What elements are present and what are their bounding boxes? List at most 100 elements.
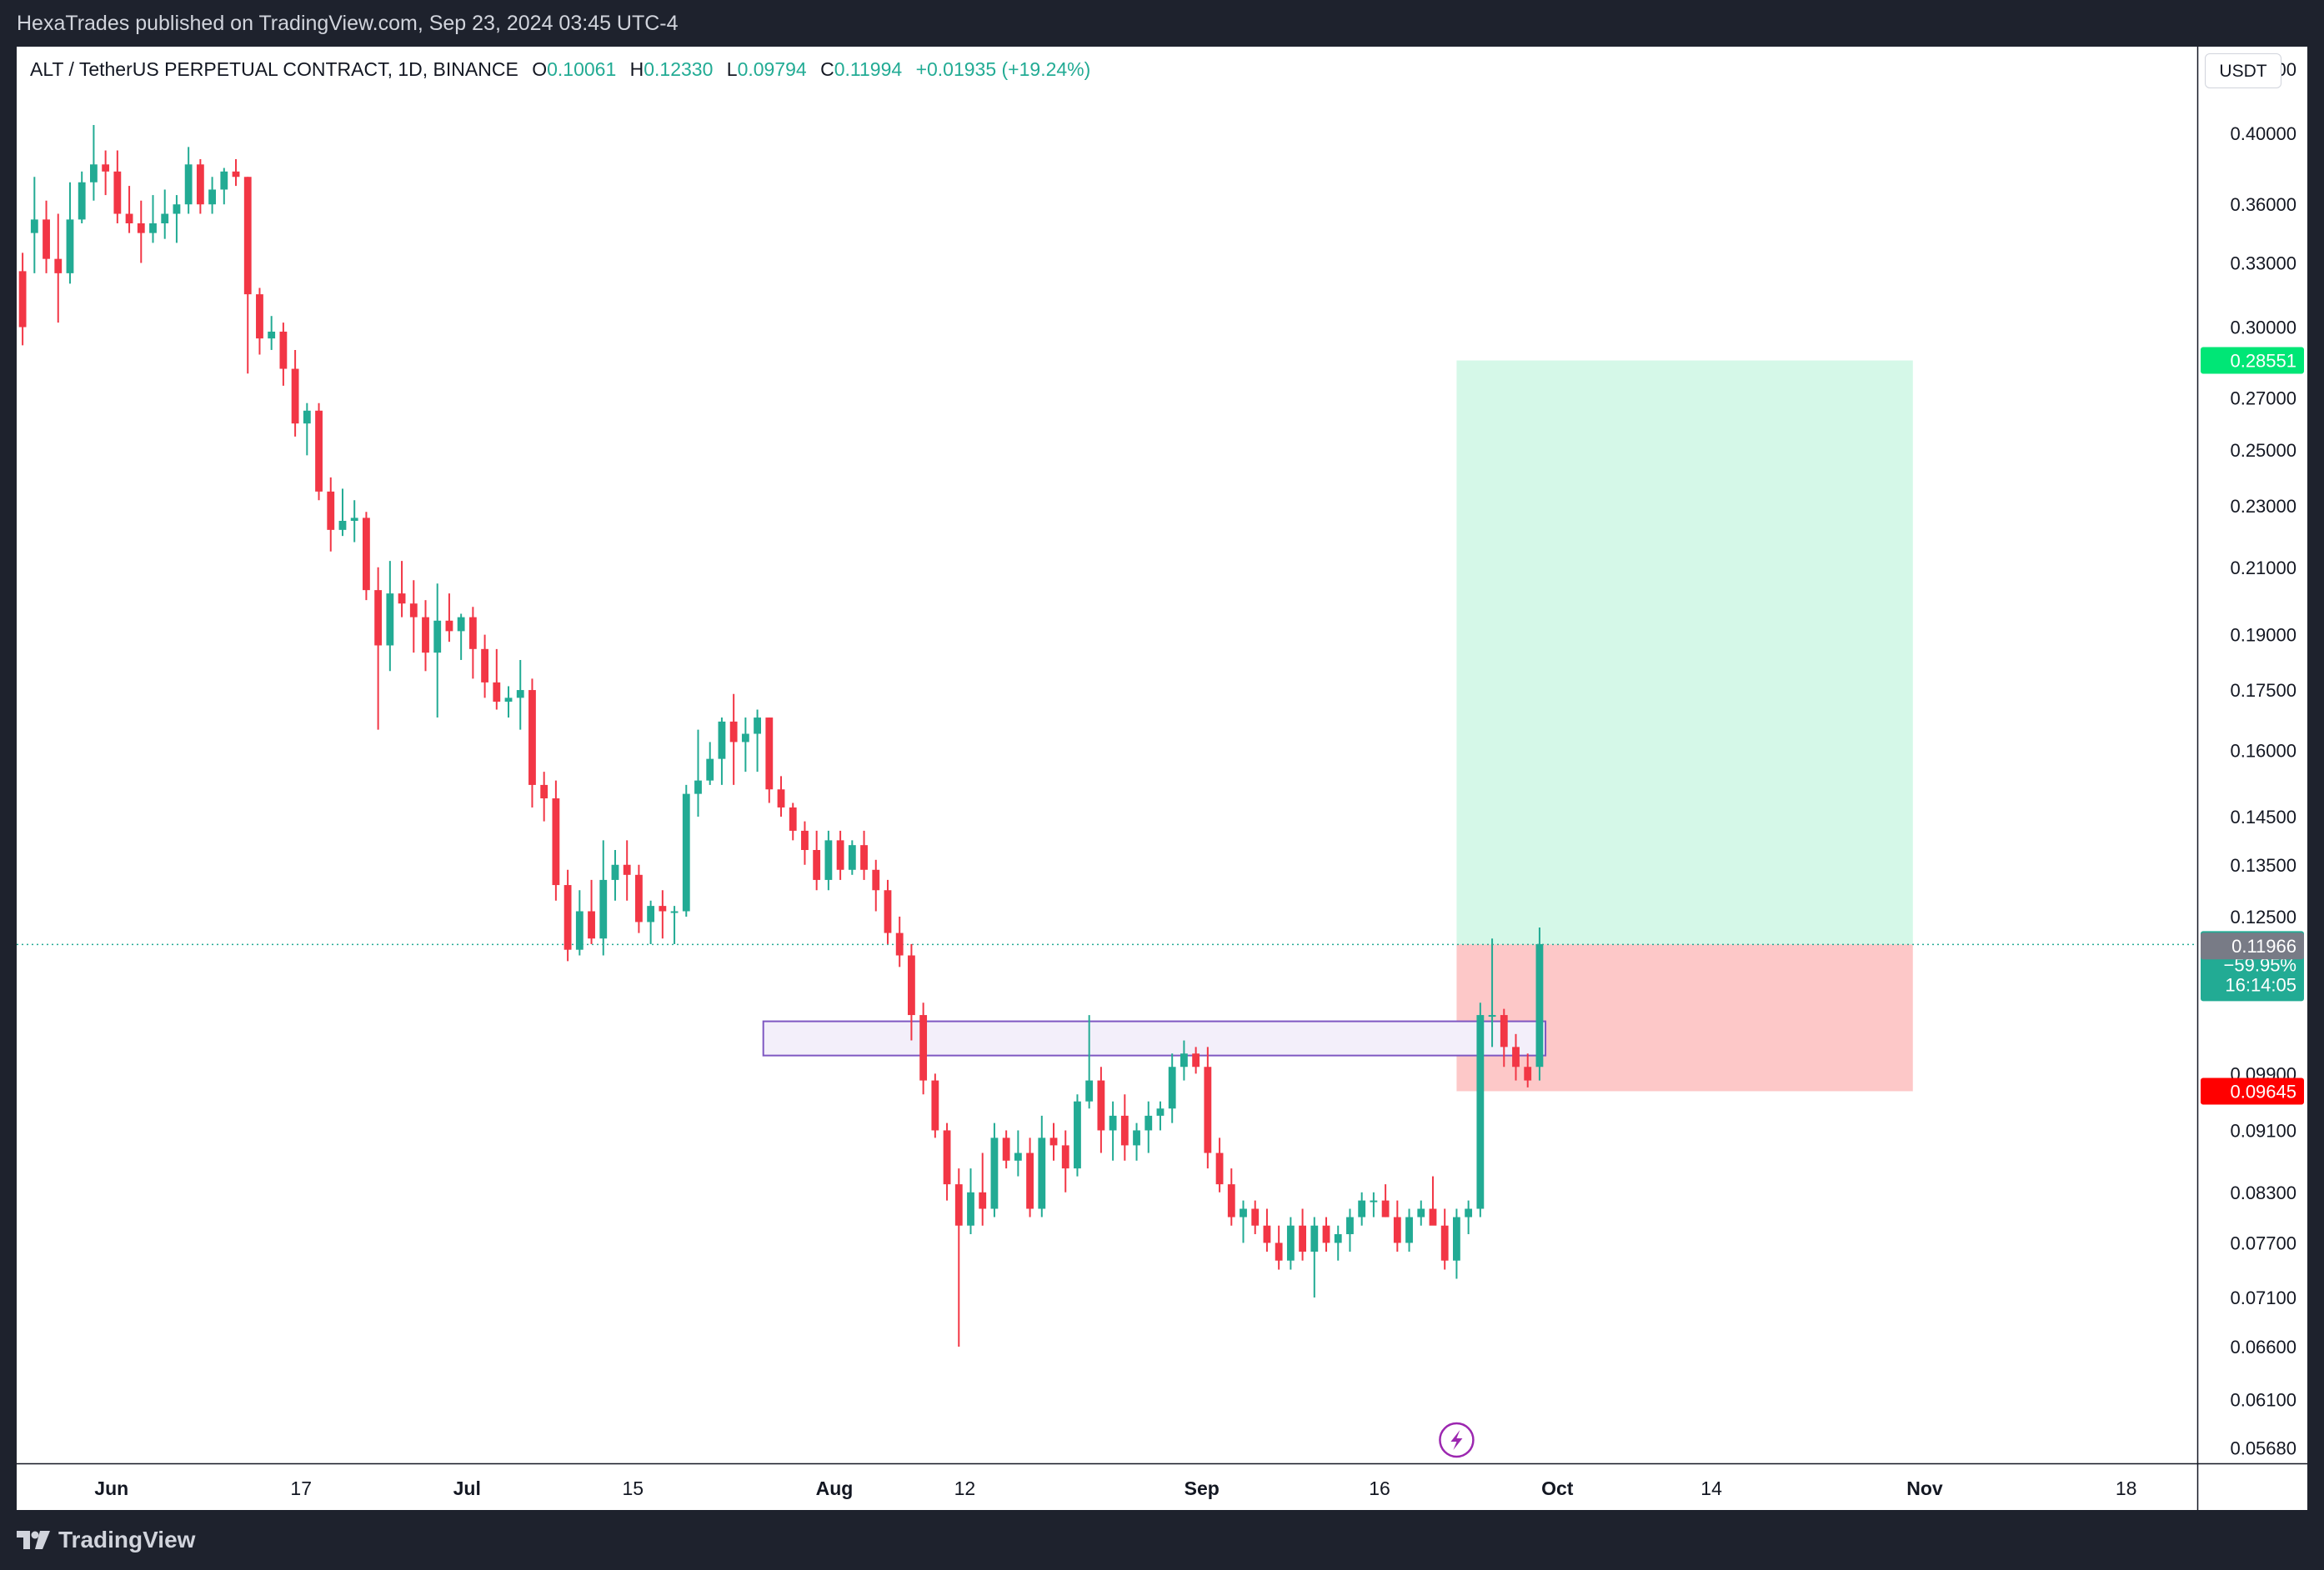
stop-price-tag-text: 0.09645 bbox=[2230, 1081, 2296, 1102]
prev-close-tag-text: 0.11966 bbox=[2231, 936, 2296, 957]
candle bbox=[836, 830, 844, 880]
candle bbox=[102, 150, 110, 196]
y-tick-label: 0.25000 bbox=[2230, 440, 2296, 461]
candle bbox=[813, 830, 821, 891]
close-label: C bbox=[820, 58, 834, 80]
close-value: 0.11994 bbox=[834, 58, 903, 80]
candle bbox=[1251, 1200, 1260, 1235]
candle-body bbox=[563, 885, 572, 950]
candle-body bbox=[1488, 1015, 1496, 1018]
candle-body bbox=[184, 164, 193, 205]
candle-body bbox=[1358, 1200, 1366, 1218]
candle-body bbox=[528, 690, 536, 785]
candle-body bbox=[813, 850, 821, 880]
candle-body bbox=[884, 890, 892, 933]
candle bbox=[1465, 1200, 1473, 1235]
candle bbox=[1038, 1115, 1046, 1218]
candle-body bbox=[1310, 1225, 1319, 1252]
candle bbox=[149, 195, 157, 243]
candle bbox=[1393, 1200, 1401, 1252]
candle-body bbox=[468, 617, 477, 649]
candle bbox=[173, 195, 181, 243]
candle bbox=[54, 213, 63, 323]
x-tick-label: Aug bbox=[816, 1478, 854, 1499]
candle bbox=[303, 402, 311, 456]
candle bbox=[599, 840, 608, 956]
candle-body bbox=[268, 331, 276, 339]
y-tick-label: 0.33000 bbox=[2230, 253, 2296, 274]
candle bbox=[967, 1168, 974, 1235]
candle-body bbox=[279, 331, 288, 369]
candle-body bbox=[363, 518, 370, 591]
x-tick-label: 15 bbox=[623, 1478, 644, 1499]
candle bbox=[575, 890, 584, 956]
candle bbox=[327, 477, 335, 552]
x-tick-label: 14 bbox=[1700, 1478, 1722, 1499]
candle bbox=[1346, 1208, 1354, 1252]
stop-zone bbox=[1456, 944, 1913, 1092]
candle bbox=[315, 402, 323, 501]
candle-body bbox=[1192, 1053, 1200, 1068]
tradingview-logo[interactable]: TradingView bbox=[17, 1527, 195, 1553]
candle-body bbox=[30, 219, 38, 233]
candle bbox=[824, 830, 833, 891]
candle bbox=[1215, 1138, 1224, 1192]
y-tick-label: 0.27000 bbox=[2230, 388, 2296, 409]
candle-body bbox=[1002, 1138, 1010, 1161]
candle-body bbox=[1038, 1138, 1046, 1209]
candle-body bbox=[1500, 1015, 1508, 1048]
x-tick-label: Sep bbox=[1185, 1478, 1220, 1499]
candle bbox=[243, 177, 252, 374]
symbol-title[interactable]: ALT / TetherUS PERPETUAL CONTRACT, 1D, B… bbox=[30, 58, 518, 80]
candle bbox=[184, 147, 193, 214]
candle bbox=[90, 125, 98, 201]
candle bbox=[528, 678, 536, 808]
y-tick-label: 0.12500 bbox=[2230, 907, 2296, 928]
candle-body bbox=[125, 213, 133, 223]
x-tick-label: 18 bbox=[2116, 1478, 2137, 1499]
candle-body bbox=[659, 906, 667, 912]
candle-body bbox=[552, 798, 560, 886]
candlestick-chart[interactable]: 0.440000.400000.360000.330000.300000.270… bbox=[17, 47, 2307, 1510]
candle-body bbox=[338, 521, 347, 530]
published-byline: HexaTrades published on TradingView.com,… bbox=[17, 12, 679, 35]
candle-body bbox=[754, 718, 761, 734]
candle bbox=[635, 864, 643, 933]
tradingview-brand: TradingView bbox=[58, 1527, 196, 1552]
y-tick-label: 0.40000 bbox=[2230, 123, 2296, 144]
candle bbox=[1109, 1101, 1117, 1161]
y-tick-label: 0.19000 bbox=[2230, 625, 2296, 646]
candle bbox=[1275, 1225, 1283, 1270]
candle bbox=[1061, 1130, 1069, 1192]
candle bbox=[1417, 1200, 1425, 1226]
candle bbox=[208, 177, 216, 214]
candle bbox=[563, 869, 572, 962]
candle bbox=[220, 168, 228, 205]
currency-button[interactable]: USDT bbox=[2205, 53, 2281, 88]
candle-body bbox=[1180, 1053, 1188, 1068]
x-tick-label: 16 bbox=[1369, 1478, 1390, 1499]
candle bbox=[1381, 1184, 1390, 1218]
candle bbox=[398, 561, 406, 618]
y-tick-label: 0.17500 bbox=[2230, 680, 2296, 701]
candle bbox=[422, 600, 429, 672]
candle bbox=[78, 171, 86, 223]
candle bbox=[1074, 1094, 1081, 1177]
candle bbox=[1488, 938, 1496, 1048]
candle bbox=[468, 607, 477, 679]
candle bbox=[1002, 1130, 1010, 1169]
candle bbox=[1180, 1040, 1188, 1081]
candle-body bbox=[303, 410, 311, 424]
candle bbox=[540, 772, 548, 822]
chart-frame[interactable]: 0.440000.400000.360000.330000.300000.270… bbox=[17, 47, 2307, 1510]
candle bbox=[493, 648, 501, 710]
candle-body bbox=[789, 807, 797, 831]
top-bar: HexaTrades published on TradingView.com,… bbox=[0, 0, 2324, 47]
candle-body bbox=[374, 590, 383, 646]
candle-body bbox=[1346, 1217, 1354, 1235]
candle bbox=[872, 859, 880, 912]
candle-body bbox=[1275, 1242, 1283, 1261]
candle bbox=[268, 316, 276, 350]
candle-body bbox=[1405, 1217, 1413, 1243]
candle-body bbox=[1144, 1115, 1153, 1131]
